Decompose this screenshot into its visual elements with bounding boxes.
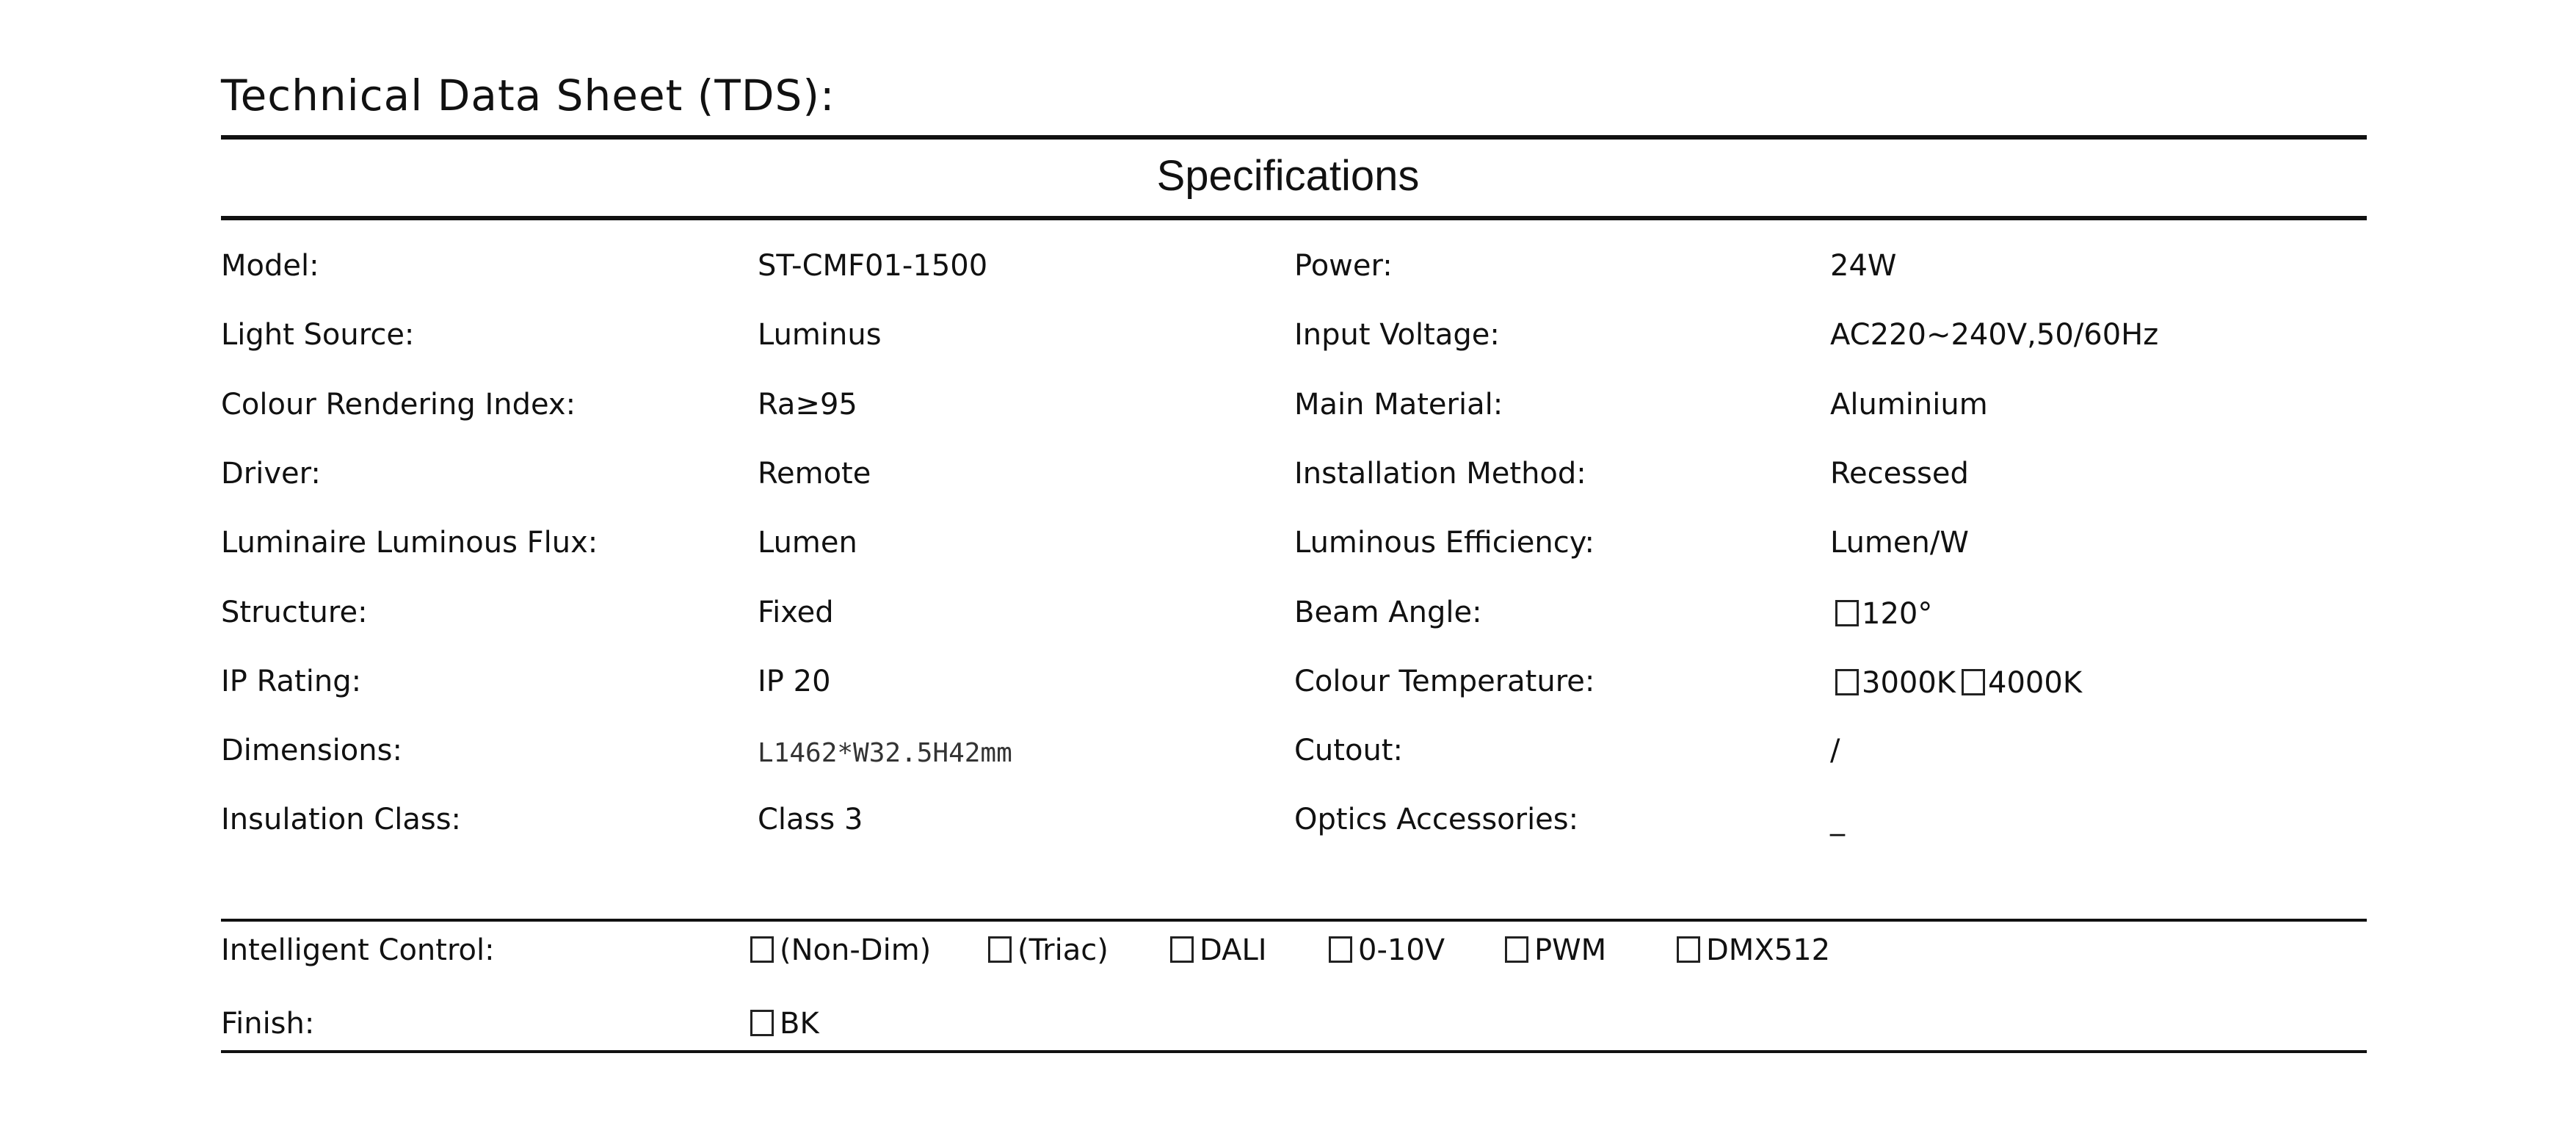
checkbox-icon[interactable] (1962, 668, 1986, 695)
option-label: 3000K (1862, 665, 1956, 700)
spec-label: Installation Method: (1294, 456, 1586, 491)
checkbox-icon[interactable] (1170, 936, 1194, 963)
option-label: 4000K (1988, 665, 2083, 700)
checkbox-icon[interactable] (988, 936, 1012, 963)
control-option[interactable]: (Triac) (988, 933, 1109, 968)
divider (221, 135, 2367, 140)
control-option[interactable]: DALI (1170, 933, 1267, 968)
spec-label: Luminaire Luminous Flux: (221, 526, 598, 560)
option-label: 120° (1862, 596, 1933, 631)
spec-value: L1462*W32.5H42mm (758, 738, 1012, 769)
spec-label: Colour Temperature: (1294, 664, 1595, 698)
checkbox-icon[interactable] (1835, 599, 1859, 626)
divider (221, 1050, 2367, 1053)
spec-label: Optics Accessories: (1294, 803, 1579, 837)
spec-label: Model: (221, 249, 319, 283)
spec-value: Remote (758, 456, 871, 491)
spec-value: Lumen/W (1830, 526, 1969, 560)
control-option[interactable]: PWM (1505, 933, 1606, 968)
spec-label: Beam Angle: (1294, 595, 1482, 629)
spec-value: Class 3 (758, 803, 863, 837)
spec-value: Aluminium (1830, 387, 1988, 422)
spec-label: Structure: (221, 595, 368, 629)
control-option[interactable]: (Non-Dim) (750, 933, 931, 968)
option-label: (Non-Dim) (780, 933, 932, 967)
spec-options: 120° (1835, 596, 1938, 632)
spec-label: Insulation Class: (221, 803, 462, 837)
control-option[interactable]: 0-10V (1329, 933, 1445, 968)
option-label: (Triac) (1017, 933, 1109, 967)
spec-label: Cutout: (1294, 734, 1403, 768)
spec-label: Driver: (221, 456, 321, 491)
spec-value: _ (1830, 803, 1845, 837)
finish-label: Finish: (221, 1007, 315, 1041)
intelligent-control-label: Intelligent Control: (221, 933, 495, 967)
checkbox-icon[interactable] (1677, 936, 1700, 963)
checkbox-icon[interactable] (1329, 936, 1352, 963)
divider (221, 216, 2367, 220)
spec-value: Recessed (1830, 456, 1969, 491)
spec-value: / (1830, 734, 1840, 768)
spec-label: Dimensions: (221, 734, 402, 768)
spec-value: 24W (1830, 249, 1897, 283)
spec-label: Luminous Efficiency: (1294, 526, 1594, 560)
option-label: DALI (1200, 933, 1267, 967)
spec-value: Luminus (758, 318, 882, 352)
checkbox-icon[interactable] (1505, 936, 1528, 963)
spec-label: Light Source: (221, 318, 415, 352)
spec-value: AC220~240V,50/60Hz (1830, 318, 2159, 352)
spec-label: Colour Rendering Index: (221, 387, 576, 422)
spec-label: Power: (1294, 249, 1393, 283)
option-label: PWM (1534, 933, 1607, 967)
spec-value: Fixed (758, 595, 834, 629)
checkbox-icon[interactable] (750, 936, 774, 963)
checkbox-icon[interactable] (1835, 668, 1859, 695)
spec-value: IP 20 (758, 664, 831, 698)
spec-options: 3000K 4000K (1835, 665, 2088, 701)
checkbox-icon[interactable] (750, 1010, 774, 1036)
spec-value: Ra≥95 (758, 387, 857, 422)
spec-label: IP Rating: (221, 664, 362, 698)
divider (221, 919, 2367, 922)
control-option[interactable]: DMX512 (1677, 933, 1830, 968)
option-label: DMX512 (1706, 933, 1831, 967)
section-title: Specifications (1156, 152, 1420, 200)
spec-label: Input Voltage: (1294, 318, 1500, 352)
document-title: Technical Data Sheet (TDS): (221, 70, 835, 120)
spec-label: Main Material: (1294, 387, 1503, 422)
finish-option[interactable]: BK (750, 1006, 819, 1041)
spec-value: Lumen (758, 526, 857, 560)
spec-value: ST-CMF01-1500 (758, 249, 988, 283)
option-label: 0-10V (1358, 933, 1445, 967)
